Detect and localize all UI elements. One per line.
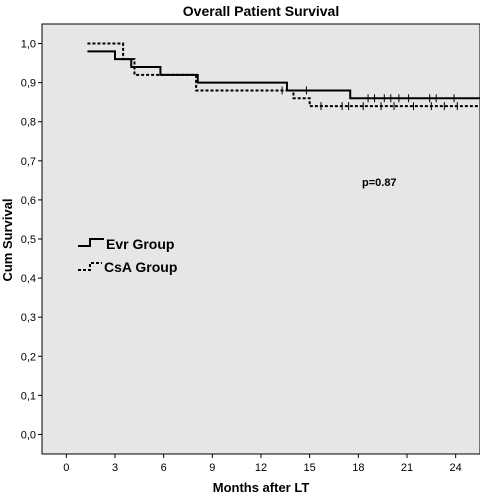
y-tick-label: 1,0 <box>21 39 36 51</box>
p-value-annotation: p=0.87 <box>362 177 397 189</box>
legend-swatch-evr <box>78 238 104 247</box>
y-tick-label: 0,3 <box>21 312 36 324</box>
x-tick-label: 9 <box>209 462 215 474</box>
y-axis-label: Cum Survival <box>0 198 15 281</box>
x-axis: 0 3 6 9 12 15 18 21 24 <box>63 454 462 474</box>
x-tick-label: 15 <box>304 462 316 474</box>
x-tick-label: 3 <box>112 462 118 474</box>
legend-label-evr: Evr Group <box>106 236 174 252</box>
evr-group-line <box>87 50 480 100</box>
plot-area <box>41 23 480 455</box>
y-tick-label: 0,7 <box>21 156 36 168</box>
x-axis-label: Months after LT <box>213 480 310 494</box>
x-tick-label: 21 <box>401 462 413 474</box>
y-tick-label: 0,4 <box>21 273 36 285</box>
y-tick-label: 0,6 <box>21 195 36 207</box>
series-layer <box>87 42 480 111</box>
x-tick-label: 18 <box>352 462 364 474</box>
y-tick-label: 0,2 <box>21 351 36 363</box>
x-tick-label: 0 <box>63 462 69 474</box>
y-tick-label: 0,9 <box>21 78 36 90</box>
y-tick-label: 0,1 <box>21 390 36 402</box>
y-tick-label: 0,0 <box>21 429 36 441</box>
y-tick-label: 0,8 <box>21 117 36 129</box>
csa-group-line <box>87 42 480 108</box>
x-tick-label: 12 <box>255 462 267 474</box>
y-axis: 0,0 0,1 0,2 0,3 0,4 0,5 0,6 0,7 0,8 0,9 1,0 <box>21 39 42 441</box>
x-tick-label: 6 <box>161 462 167 474</box>
legend-label-csa: CsA Group <box>104 259 177 275</box>
legend-swatch-csa <box>78 262 102 271</box>
y-tick-label: 0,5 <box>21 234 36 246</box>
legend: Evr Group CsA Group <box>78 236 177 275</box>
x-tick-label: 24 <box>450 462 462 474</box>
chart-title: Overall Patient Survival <box>183 3 339 19</box>
